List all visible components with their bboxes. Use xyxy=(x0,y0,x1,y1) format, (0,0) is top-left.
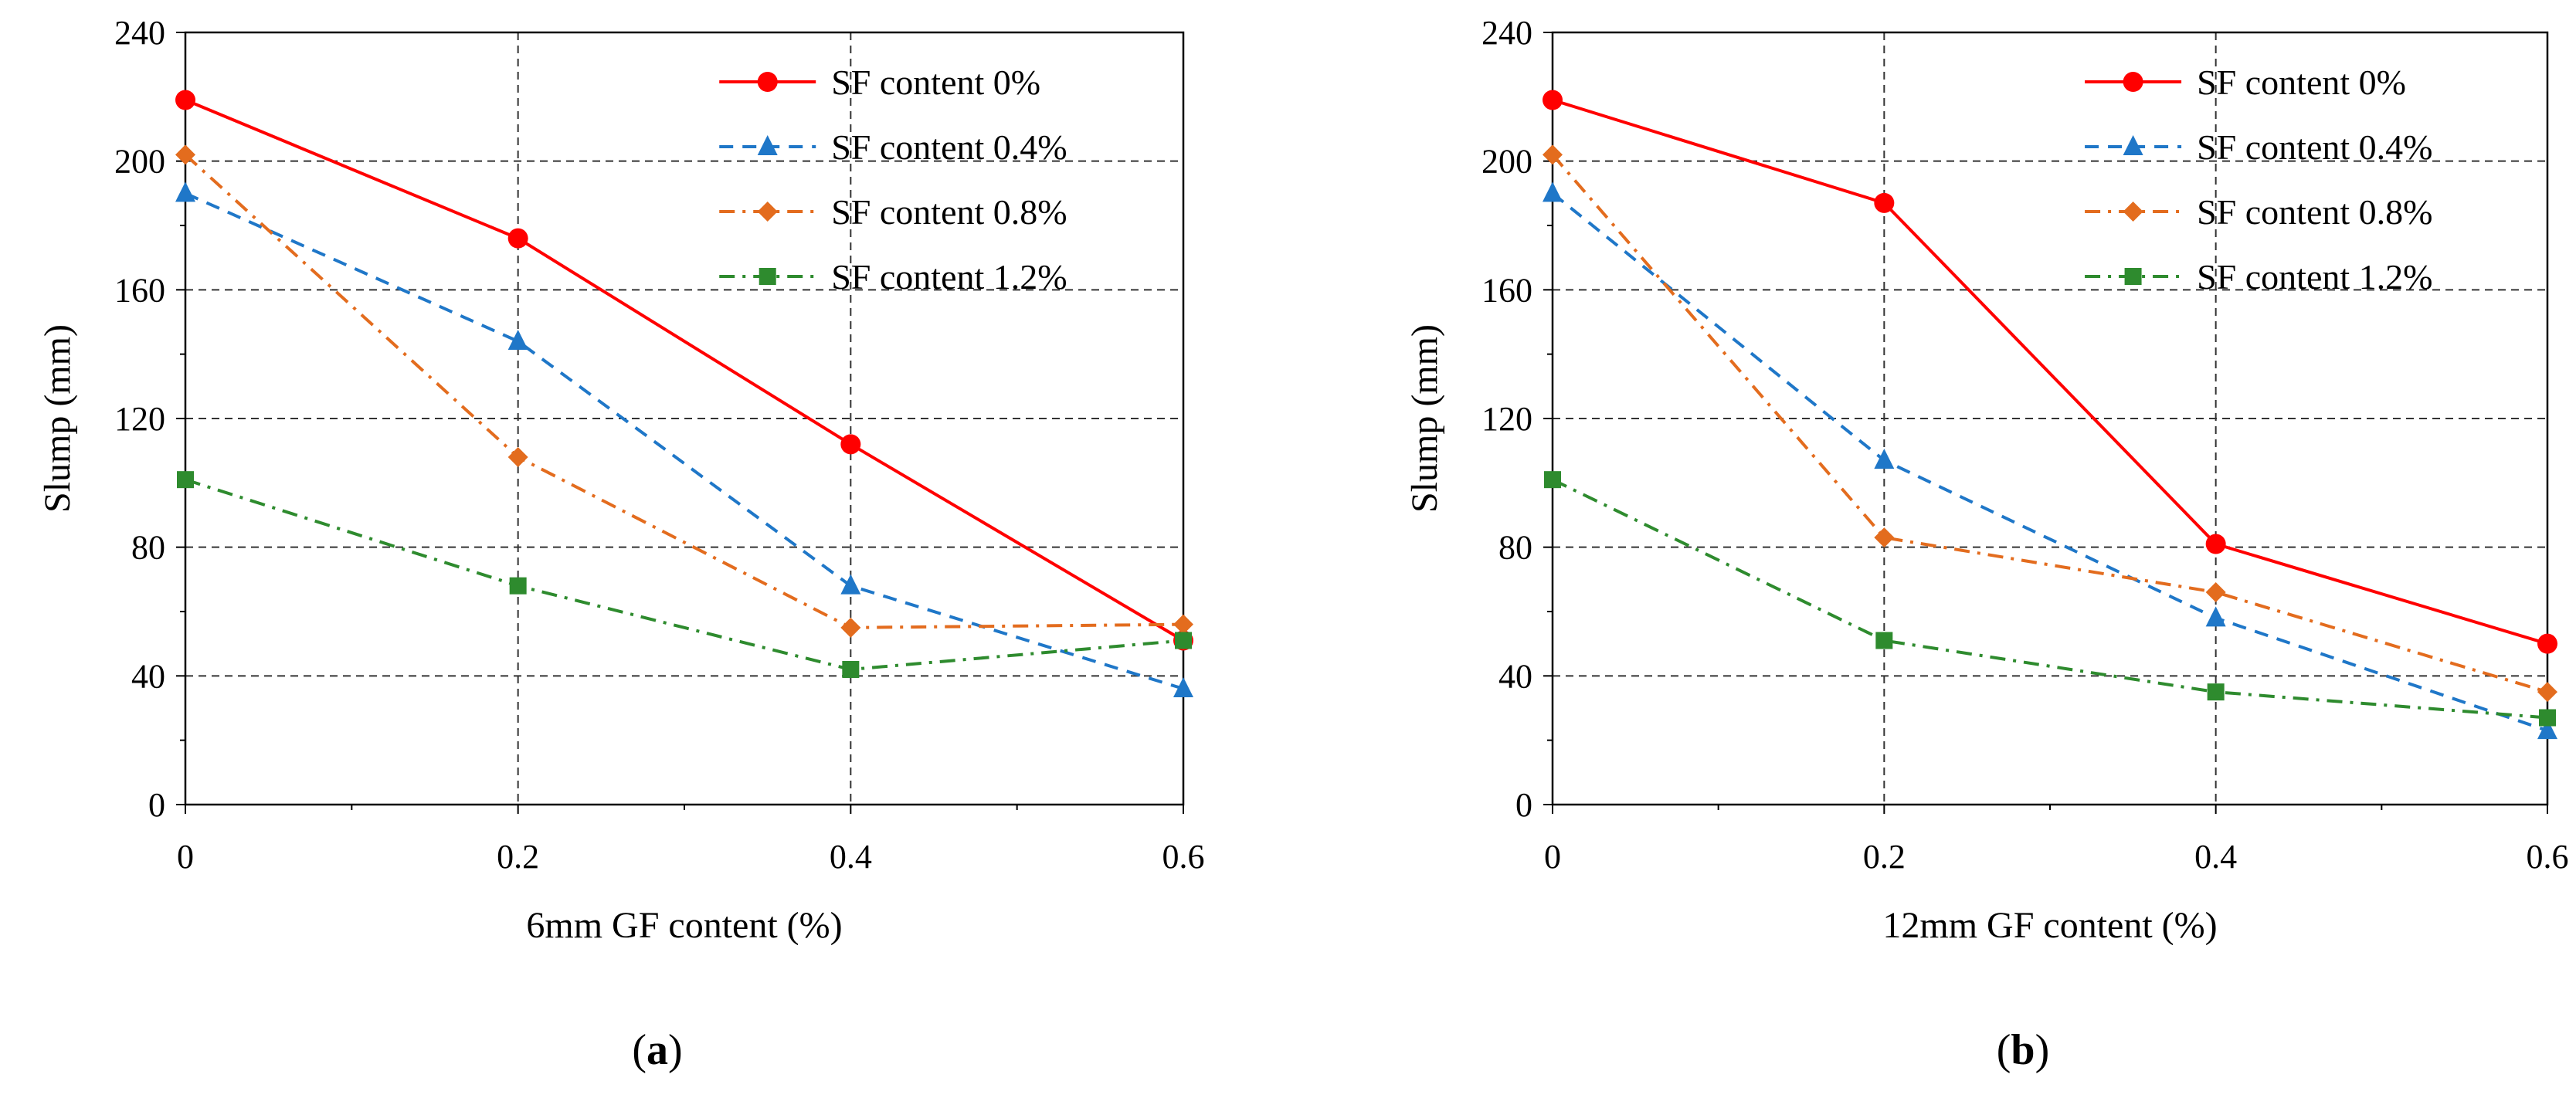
data-point xyxy=(2123,135,2143,155)
data-point xyxy=(1173,614,1193,635)
data-point xyxy=(1543,181,1563,202)
legend-label: SF content 0% xyxy=(831,63,1040,102)
series-1 xyxy=(1543,90,2557,654)
y-tick-label: 120 xyxy=(1481,400,1532,438)
data-point xyxy=(757,135,778,155)
panel-caption: (b) xyxy=(1997,1026,2049,1074)
series-1 xyxy=(175,90,1193,651)
series-2 xyxy=(175,181,1193,697)
series-3 xyxy=(1543,144,2557,703)
data-point xyxy=(507,447,528,467)
legend-label: SF content 0.4% xyxy=(2197,127,2432,167)
series-line xyxy=(1552,98,2548,646)
legend-label: SF content 1.2% xyxy=(831,257,1067,297)
data-point xyxy=(175,90,195,110)
data-point xyxy=(2123,202,2143,222)
y-tick-label: 200 xyxy=(1481,143,1532,181)
legend-label: SF content 0.8% xyxy=(831,192,1067,232)
data-point xyxy=(1874,192,1895,213)
series-line xyxy=(185,191,1184,690)
data-point xyxy=(2537,633,2557,654)
chart-panel-b: 0 40 80 120 160 200 240 0 0.2 0.4 0.6 SF content 0%… xyxy=(1404,14,2569,1074)
x-tick-label: 0 xyxy=(1544,838,1561,876)
data-point xyxy=(2537,682,2557,703)
legend-label: SF content 0.4% xyxy=(831,127,1067,167)
data-point xyxy=(2207,683,2225,701)
data-point xyxy=(757,72,778,92)
x-tick-label: 0.2 xyxy=(1863,838,1906,876)
y-tick-label: 160 xyxy=(114,271,165,309)
chart-panel-a: 0 40 80 120 160 200 240 0 0.2 0.4 0.6 SF content 0%… xyxy=(37,14,1205,1074)
data-point xyxy=(2539,709,2556,727)
x-tick-label: 0 xyxy=(177,838,194,876)
x-tick-label: 0.6 xyxy=(2527,838,2569,876)
data-point xyxy=(840,574,861,595)
legend-label: SF content 0.8% xyxy=(2197,192,2432,232)
legend-label: SF content 1.2% xyxy=(2197,257,2432,297)
y-tick-label: 80 xyxy=(1498,529,1532,567)
y-tick-label: 40 xyxy=(1498,657,1532,695)
data-point xyxy=(759,268,776,285)
data-point xyxy=(1874,527,1895,548)
legend-label: SF content 0% xyxy=(2197,63,2406,102)
legend: SF content 0% SF content 0.4% SF content 0… xyxy=(719,63,1067,297)
data-point xyxy=(1875,632,1893,649)
y-tick-label: 160 xyxy=(1481,271,1532,309)
x-tick-label: 0.4 xyxy=(2194,838,2237,876)
y-tick-label: 240 xyxy=(114,14,165,52)
series-line xyxy=(1551,154,2548,694)
data-point xyxy=(2537,719,2557,740)
series-2 xyxy=(1543,181,2557,740)
y-tick-label: 80 xyxy=(131,529,165,567)
series-line xyxy=(185,98,1185,642)
data-point xyxy=(507,330,528,350)
data-point xyxy=(507,228,528,249)
series-line xyxy=(1551,191,2548,733)
data-point xyxy=(177,471,194,489)
y-tick-label: 200 xyxy=(114,143,165,181)
data-point xyxy=(2205,582,2226,602)
y-tick-label: 0 xyxy=(148,786,165,824)
panel-caption: (a) xyxy=(632,1026,682,1074)
series-4 xyxy=(1544,471,2556,727)
data-point xyxy=(1543,90,1563,110)
data-point xyxy=(2205,606,2226,627)
series-line xyxy=(184,153,1184,629)
series-3 xyxy=(175,144,1193,638)
data-point xyxy=(2123,72,2143,92)
data-point xyxy=(1175,632,1192,649)
y-tick-label: 120 xyxy=(114,400,165,438)
x-tick-label: 0.4 xyxy=(830,838,872,876)
series-line xyxy=(1552,478,2548,720)
data-point xyxy=(1874,449,1895,469)
x-axis-title: 12mm GF content (%) xyxy=(1882,905,2217,946)
data-point xyxy=(175,144,195,165)
data-point xyxy=(2124,268,2142,285)
data-point xyxy=(175,181,195,202)
y-tick-label: 0 xyxy=(1515,786,1532,824)
series-line xyxy=(185,478,1184,672)
data-point xyxy=(2205,534,2226,554)
plot-frame xyxy=(184,31,1185,806)
data-point xyxy=(509,577,527,595)
x-axis-title: 6mm GF content (%) xyxy=(526,905,842,946)
y-axis-title: Slump (mm) xyxy=(37,324,78,513)
plot-frame xyxy=(1551,31,2549,806)
x-tick-label: 0.6 xyxy=(1162,838,1205,876)
data-point xyxy=(1173,677,1193,697)
data-point xyxy=(840,434,861,455)
y-axis-title: Slump (mm) xyxy=(1404,324,1445,513)
data-point xyxy=(840,617,861,638)
x-tick-label: 0.2 xyxy=(497,838,539,876)
data-point xyxy=(1543,144,1563,165)
data-point xyxy=(1544,471,1561,489)
y-tick-label: 240 xyxy=(1481,14,1532,52)
data-point xyxy=(842,661,860,678)
legend: SF content 0% SF content 0.4% SF content 0… xyxy=(2085,63,2432,297)
y-tick-label: 40 xyxy=(131,657,165,695)
series-4 xyxy=(177,471,1192,678)
data-point xyxy=(757,202,778,222)
